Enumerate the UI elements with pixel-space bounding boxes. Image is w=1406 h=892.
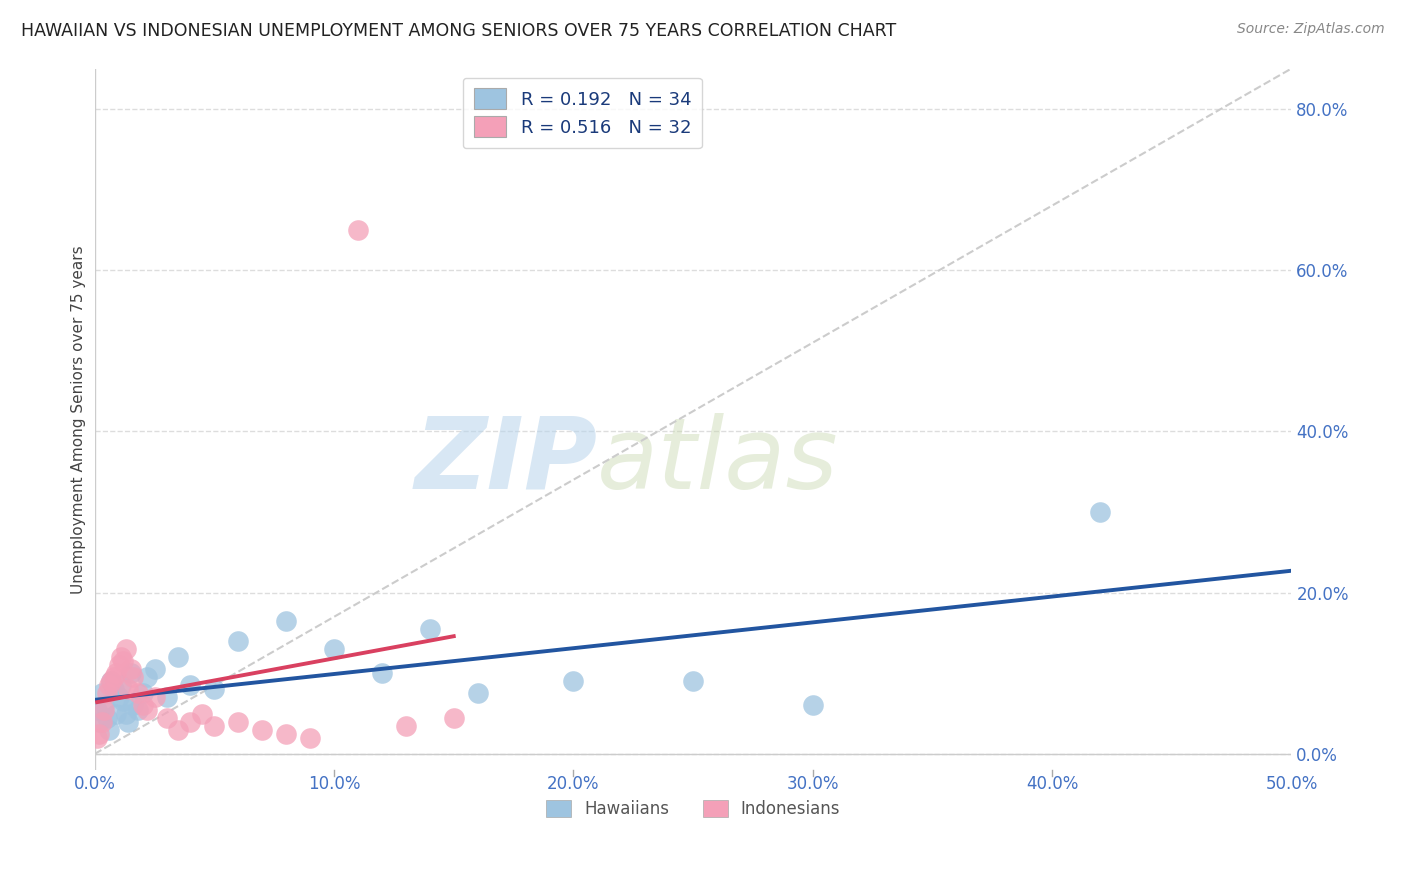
Point xyxy=(276,614,298,628)
Point xyxy=(110,678,132,692)
Point xyxy=(228,714,250,729)
Point xyxy=(228,634,250,648)
Point xyxy=(98,678,121,692)
Point xyxy=(127,702,149,716)
Point xyxy=(89,727,111,741)
Point xyxy=(107,658,129,673)
Point xyxy=(122,670,145,684)
Text: HAWAIIAN VS INDONESIAN UNEMPLOYMENT AMONG SENIORS OVER 75 YEARS CORRELATION CHAR: HAWAIIAN VS INDONESIAN UNEMPLOYMENT AMON… xyxy=(21,22,897,40)
Point xyxy=(86,702,108,716)
Point xyxy=(110,650,132,665)
Point xyxy=(90,714,112,729)
Point xyxy=(443,710,465,724)
Point xyxy=(191,706,214,721)
Legend: Hawaiians, Indonesians: Hawaiians, Indonesians xyxy=(538,793,846,825)
Text: ZIP: ZIP xyxy=(415,413,598,510)
Text: Source: ZipAtlas.com: Source: ZipAtlas.com xyxy=(1237,22,1385,37)
Point xyxy=(114,706,136,721)
Point xyxy=(98,723,121,737)
Point xyxy=(323,642,346,657)
Point xyxy=(167,723,190,737)
Point xyxy=(89,714,111,729)
Point xyxy=(136,702,159,716)
Point xyxy=(105,706,128,721)
Point xyxy=(131,698,153,713)
Point xyxy=(86,731,108,745)
Point xyxy=(299,731,322,745)
Point xyxy=(114,642,136,657)
Point xyxy=(371,666,394,681)
Point xyxy=(395,719,418,733)
Point xyxy=(155,710,177,724)
Point xyxy=(202,682,225,697)
Point xyxy=(96,686,118,700)
Point xyxy=(562,674,585,689)
Point xyxy=(179,678,201,692)
Point xyxy=(93,702,115,716)
Point xyxy=(103,670,125,684)
Point xyxy=(90,686,112,700)
Point xyxy=(155,690,177,705)
Y-axis label: Unemployment Among Seniors over 75 years: Unemployment Among Seniors over 75 years xyxy=(72,245,86,593)
Point xyxy=(167,650,190,665)
Point xyxy=(93,698,115,713)
Point xyxy=(202,719,225,733)
Point xyxy=(105,666,128,681)
Point xyxy=(120,666,142,681)
Text: atlas: atlas xyxy=(598,413,839,510)
Point xyxy=(276,727,298,741)
Point xyxy=(801,698,824,713)
Point xyxy=(682,674,704,689)
Point xyxy=(252,723,274,737)
Point xyxy=(1088,505,1111,519)
Point xyxy=(100,674,122,689)
Point xyxy=(103,682,125,697)
Point xyxy=(122,698,145,713)
Point xyxy=(96,710,118,724)
Point xyxy=(179,714,201,729)
Point xyxy=(117,682,139,697)
Point xyxy=(127,686,149,700)
Point xyxy=(117,714,139,729)
Point xyxy=(467,686,489,700)
Point xyxy=(136,670,159,684)
Point xyxy=(112,654,135,668)
Point xyxy=(347,223,370,237)
Point xyxy=(107,690,129,705)
Point xyxy=(112,694,135,708)
Point xyxy=(120,662,142,676)
Point xyxy=(131,686,153,700)
Point xyxy=(143,662,166,676)
Point xyxy=(100,674,122,689)
Point xyxy=(419,622,441,636)
Point xyxy=(143,690,166,705)
